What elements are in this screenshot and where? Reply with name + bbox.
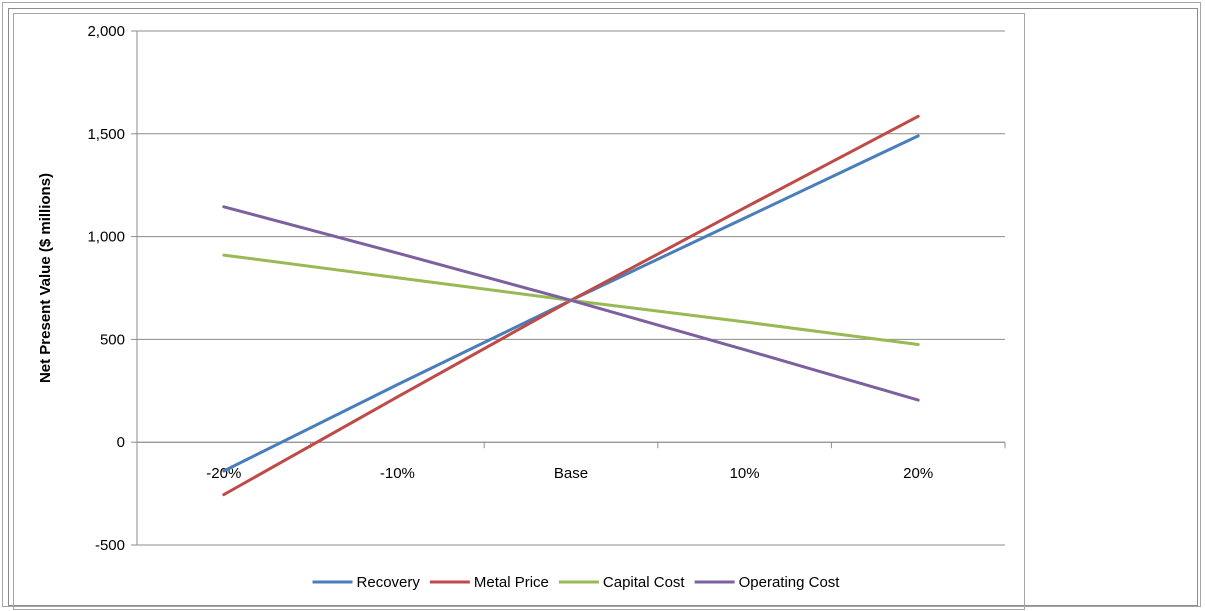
chart-inner-frame [8, 8, 1198, 606]
y-tick-label: 1,500 [87, 126, 125, 143]
y-tick-label: 1,000 [87, 229, 125, 246]
legend-label: Recovery [357, 574, 421, 591]
y-tick-label: 0 [117, 434, 125, 451]
series-line-recovery [222, 134, 920, 473]
legend-item-operating-cost: Operating Cost [694, 574, 841, 591]
y-tick-label: -500 [95, 537, 125, 554]
x-tick-label: -10% [380, 465, 415, 482]
series-line-operating-cost [222, 205, 920, 402]
series-lines [222, 114, 920, 497]
x-tick-label: Base [554, 465, 588, 482]
legend-label: Capital Cost [603, 574, 686, 591]
x-tick-label: -20% [206, 465, 241, 482]
y-tick-labels: -500 0 500 1,000 1,500 2,000 [87, 23, 125, 554]
legend-item-capital-cost: Capital Cost [558, 574, 686, 591]
legend-item-metal-price: Metal Price [429, 574, 549, 591]
legend: Recovery Metal Price Capital Cost Operating… [312, 574, 841, 591]
legend-item-recovery: Recovery [312, 574, 421, 591]
legend-label: Operating Cost [739, 574, 841, 591]
x-tick-label: 20% [903, 465, 933, 482]
x-tick-label: 10% [730, 465, 760, 482]
tick-marks [131, 30, 1006, 546]
series-line-metal-price [222, 114, 920, 497]
y-axis-title: Net Present Value ($ millions) [37, 173, 54, 383]
legend-label: Metal Price [474, 574, 549, 591]
y-tick-label: 2,000 [87, 23, 125, 40]
y-tick-label: 500 [100, 331, 125, 348]
chart-area-border [13, 13, 1025, 610]
x-tick-labels: -20% -10% Base 10% 20% [206, 465, 933, 482]
